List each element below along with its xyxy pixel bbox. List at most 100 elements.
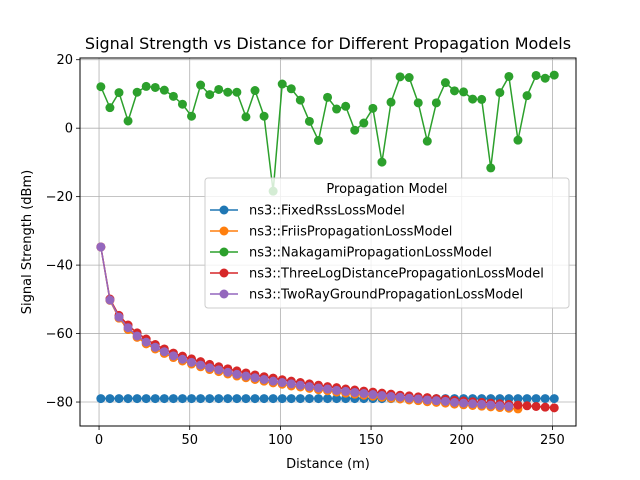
data-point [323,384,333,394]
legend: Propagation Model ns3::FixedRssLossModel… [204,177,570,309]
data-point [395,392,405,402]
data-point [313,136,323,146]
legend-swatch-marker [219,226,229,236]
legend-label: ns3::FixedRssLossModel [249,204,405,219]
data-point [150,82,160,92]
data-point [495,88,505,98]
data-point [150,342,160,352]
data-point [549,403,559,413]
x-tick-label: 50 [181,433,198,448]
data-point [205,363,215,373]
data-point [177,354,187,364]
x-axis-label: Distance (m) [286,457,370,472]
series-line [100,246,509,408]
data-point [413,98,423,108]
y-axis-label: Signal Strength (dBm) [20,170,35,314]
data-point [187,394,197,404]
data-point [187,111,197,121]
data-point [486,400,496,410]
legend-entry: ns3::TwoRayGroundPropagationLossModel [210,288,523,303]
data-point [250,373,260,383]
x-tick-label: 0 [95,433,103,448]
data-point [214,394,224,404]
data-point [177,99,187,109]
y-tick-label: −20 [46,190,73,205]
data-point [549,70,559,80]
data-point [513,400,523,410]
data-point [386,392,396,402]
data-point [359,118,369,128]
data-point [259,111,269,121]
data-point [522,91,532,101]
y-tick-label: −40 [46,259,73,274]
x-tick-label: 200 [449,433,474,448]
data-point [495,401,505,411]
data-point [105,394,115,404]
x-tick-label: 250 [540,433,565,448]
data-point [114,88,124,98]
data-point [168,91,178,101]
data-point [540,73,550,83]
data-point [486,163,496,173]
legend-swatch-marker [219,205,229,215]
data-point [105,295,115,305]
data-point [96,242,106,252]
data-point [223,87,233,97]
data-point [96,82,106,92]
legend-entry: ns3::NakagamiPropagationLossModel [210,246,492,261]
data-point [386,97,396,107]
data-point [341,386,351,396]
legend-swatch-marker [219,268,229,278]
data-point [304,382,314,392]
data-point [377,391,387,401]
data-point [323,394,333,404]
data-point [177,394,187,404]
data-point [477,94,487,104]
data-point [196,80,206,90]
data-point [504,401,514,411]
data-point [123,394,133,404]
data-point [277,79,287,89]
data-point [468,399,478,409]
data-point [286,394,296,404]
data-point [477,399,487,409]
data-point [241,112,251,122]
data-point [114,312,124,322]
legend-label: ns3::ThreeLogDistancePropagationLossMode… [249,267,544,282]
data-point [123,323,133,333]
data-point [123,116,133,126]
data-point [513,394,523,404]
data-point [531,70,541,80]
legend-label: ns3::TwoRayGroundPropagationLossModel [249,288,523,303]
data-point [132,394,142,404]
data-point [232,394,242,404]
data-point [449,86,459,96]
data-point [214,365,224,375]
data-point [196,394,206,404]
data-point [223,394,233,404]
data-point [259,394,269,404]
data-point [440,396,450,406]
data-point [159,347,169,357]
data-point [332,385,342,395]
data-point [404,393,414,403]
data-point [259,374,269,384]
data-point [304,116,314,126]
data-point [250,394,260,404]
data-point [168,351,178,361]
data-point [223,367,233,377]
data-point [413,394,423,404]
data-point [286,84,296,94]
legend-entry: ns3::FixedRssLossModel [210,204,405,219]
data-point [132,331,142,341]
data-point [449,397,459,407]
data-point [277,394,287,404]
data-point [241,394,251,404]
data-point [513,135,523,145]
data-point [540,394,550,404]
data-point [150,394,160,404]
data-point [187,357,197,367]
data-point [431,396,441,406]
